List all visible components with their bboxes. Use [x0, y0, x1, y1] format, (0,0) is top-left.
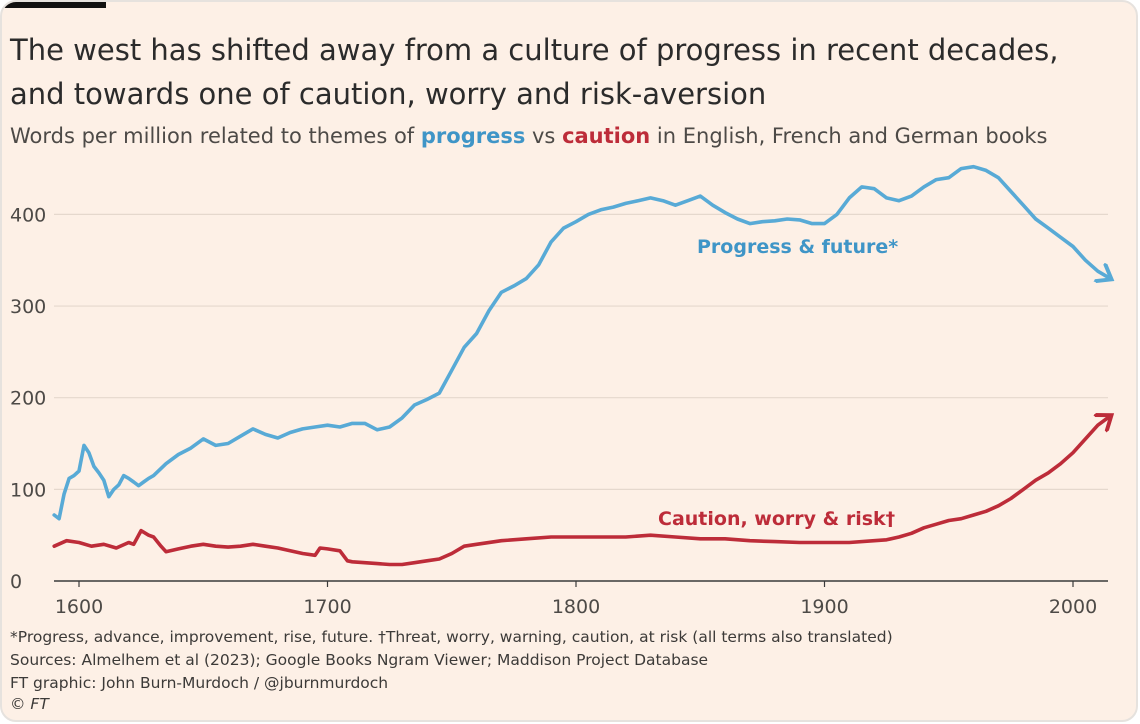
subtitle-suffix: in English, French and German books — [650, 124, 1048, 148]
x-tick-label-1700: 1700 — [303, 596, 351, 618]
x-tick-label-1900: 1900 — [800, 596, 848, 618]
axes: 0 100 200 300 400 1600 1700 1800 1900 2000 — [10, 204, 1108, 618]
footnote-credit: FT graphic: John Burn-Murdoch / @jburnmu… — [10, 674, 389, 692]
x-tick-label-1600: 1600 — [55, 596, 103, 618]
gridlines — [54, 213, 1108, 490]
y-tick-label-200: 200 — [10, 388, 46, 410]
y-tick-label-0: 0 — [10, 571, 22, 593]
footnote-copyright: © FT — [10, 695, 49, 713]
y-tick-label-300: 300 — [10, 296, 46, 318]
subtitle-caution-keyword: caution — [562, 124, 651, 148]
y-tick-label-100: 100 — [10, 479, 46, 501]
footnote-definitions: *Progress, advance, improvement, rise, f… — [10, 628, 893, 646]
y-tick-label-400: 400 — [10, 204, 46, 226]
subtitle-middle: vs — [525, 124, 563, 148]
series-lines — [52, 164, 1110, 567]
x-tick-label-2000: 2000 — [1049, 596, 1097, 618]
series-line-progress-future — [52, 164, 1110, 521]
chart-title: The west has shifted away from a culture… — [10, 33, 1059, 111]
series-line-caution-worry-risk — [52, 416, 1110, 567]
series-label-progress-future: Progress & future* — [697, 236, 898, 258]
chart-subtitle: Words per million related to themes of p… — [10, 124, 1048, 148]
series-labels: Progress & future* Caution, worry & risk† — [658, 236, 898, 530]
x-tick-label-1800: 1800 — [552, 596, 600, 618]
subtitle-progress-keyword: progress — [420, 124, 526, 148]
ft-brand-bar — [2, 2, 106, 8]
subtitle-prefix: Words per million related to themes of — [10, 124, 421, 148]
series-label-caution-worry-risk: Caution, worry & risk† — [658, 508, 895, 530]
footnote-sources: Sources: Almelhem et al (2023); Google B… — [10, 651, 709, 669]
